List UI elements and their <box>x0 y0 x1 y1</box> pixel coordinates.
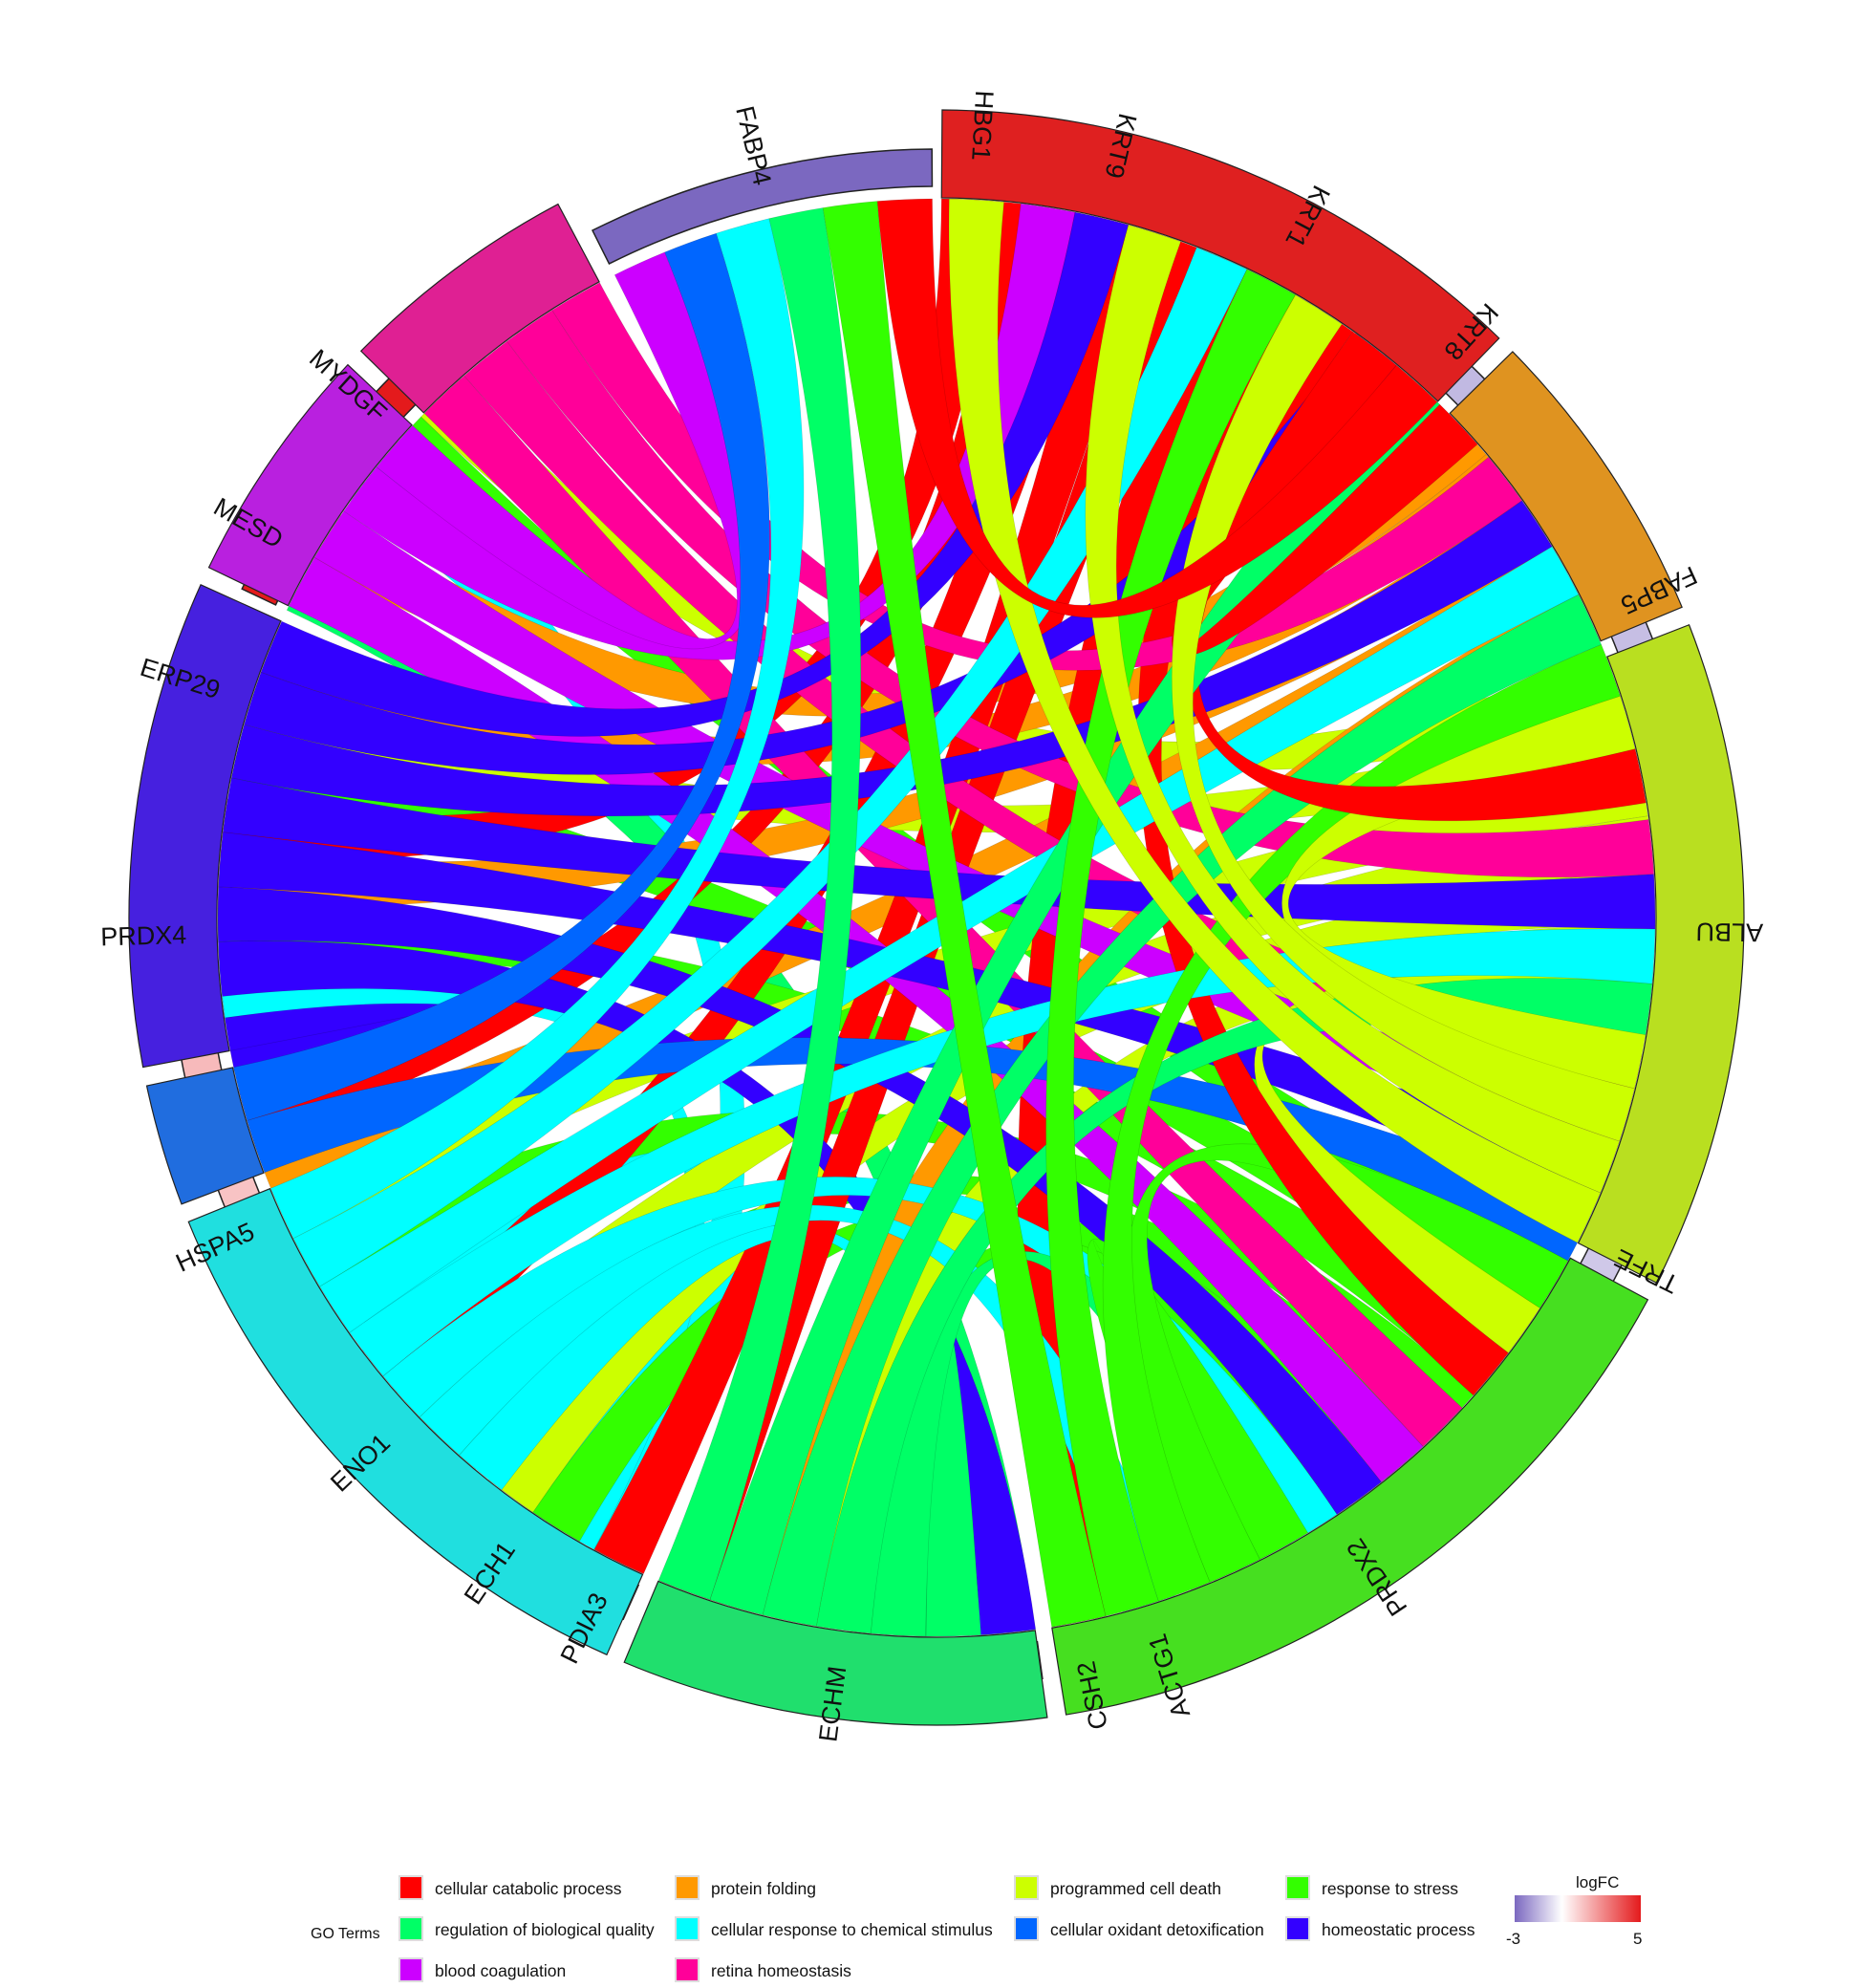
legend-swatch-retina-homeostasis <box>675 1957 700 1982</box>
ribbon-krt9-programmed-cell-death <box>1085 224 1620 1194</box>
ribbon-fabp4-cellular-response-to-chemical-stimulus <box>270 218 805 1240</box>
legend-swatch-homeostatic-process <box>1285 1916 1310 1941</box>
legend-swatch-cellular-response-to-chemical-stimulus <box>675 1916 700 1941</box>
ribbon-fabp4-cellular-oxidant-detoxification <box>233 232 770 1121</box>
colorbar-title: logFC <box>1576 1873 1619 1891</box>
gene-arc-fabp4 <box>591 148 934 265</box>
legend-label-response-to-stress: response to stress <box>1322 1879 1458 1898</box>
legend-swatch-response-to-stress <box>1285 1875 1310 1900</box>
legend-title: GO Terms <box>311 1926 380 1942</box>
legend-label-cellular-response-to-chemical-stimulus: cellular response to chemical stimulus <box>711 1920 993 1939</box>
legend-label-protein-folding: protein folding <box>711 1879 816 1898</box>
legend-label-homeostatic-process: homeostatic process <box>1322 1920 1475 1939</box>
term-arc-layer <box>128 109 1745 1726</box>
colorbar-max-label: 5 <box>1633 1930 1642 1948</box>
legend-swatch-blood-coagulation <box>398 1957 423 1982</box>
term-arc-cellular-oxidant-detoxification <box>145 1067 265 1205</box>
term-arc-homeostatic-process <box>128 583 282 1069</box>
legend: GO Terms cellular catabolic process prote… <box>311 1875 1475 1982</box>
legend-label-cellular-oxidant-detoxification: cellular oxidant detoxification <box>1050 1920 1264 1939</box>
colorbar-min-label: -3 <box>1506 1930 1520 1948</box>
term-arc-retina-homeostasis <box>359 203 600 414</box>
legend-swatch-regulation-of-biological-quality <box>398 1916 423 1941</box>
legend-items: cellular catabolic process protein foldin… <box>398 1875 1475 1982</box>
legend-label-programmed-cell-death: programmed cell death <box>1050 1879 1221 1898</box>
term-arc-protein-folding <box>1449 351 1683 642</box>
legend-swatch-programmed-cell-death <box>1014 1875 1039 1900</box>
gene-label-albu: ALBU <box>1695 918 1763 947</box>
legend-swatch-protein-folding <box>675 1875 700 1900</box>
ribbon-fabp4-cellular-catabolic-process <box>876 198 1438 618</box>
colorbar-gradient <box>1515 1895 1641 1922</box>
ribbon-layer <box>217 198 1656 1637</box>
legend-label-regulation-of-biological-quality: regulation of biological quality <box>435 1920 655 1939</box>
term-arc-blood-coagulation <box>207 363 413 607</box>
ribbon-hbg1-programmed-cell-death <box>948 198 1602 1243</box>
ribbon-eno1-programmed-cell-death <box>397 815 1654 1433</box>
gene-label-hbg1: HBG1 <box>966 90 999 162</box>
term-arc-regulation-of-biological-quality <box>623 1580 1048 1726</box>
legend-swatch-cellular-catabolic-process <box>398 1875 423 1900</box>
term-arc-cellular-response-to-chemical-stimulus <box>187 1187 644 1656</box>
term-arc-cellular-catabolic-process <box>940 109 1500 402</box>
term-arc-programmed-cell-death <box>1577 623 1745 1285</box>
legend-label-cellular-catabolic-process: cellular catabolic process <box>435 1879 622 1898</box>
legend-label-retina-homeostasis: retina homeostasis <box>711 1961 851 1980</box>
ribbon-albu-homeostatic-process <box>223 777 1656 930</box>
logfc-colorbar: logFC -3 5 <box>1506 1873 1642 1948</box>
ribbon-fabp4-response-to-stress <box>822 201 1107 1628</box>
ribbon-fabp4-regulation-of-biological-quality <box>657 207 862 1601</box>
legend-label-blood-coagulation: blood coagulation <box>435 1961 566 1980</box>
legend-swatch-cellular-oxidant-detoxification <box>1014 1916 1039 1941</box>
gene-label-prdx4: PRDX4 <box>100 920 187 951</box>
term-arc-response-to-stress <box>1051 1257 1649 1716</box>
